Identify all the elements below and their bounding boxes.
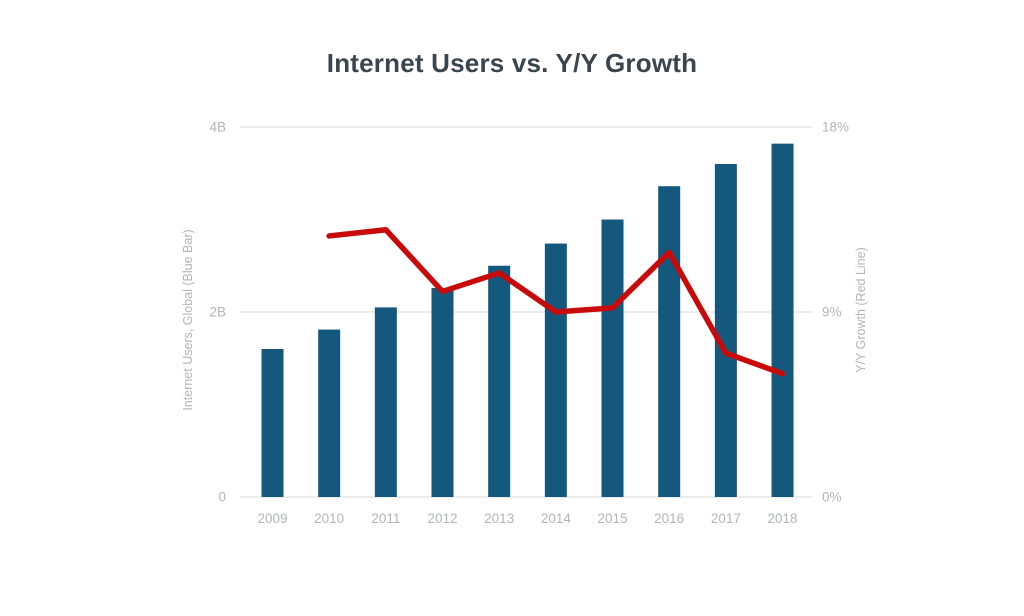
x-axis-label-2015: 2015	[597, 511, 627, 526]
bar-2010	[318, 329, 341, 497]
x-axis-label-2012: 2012	[427, 511, 457, 526]
x-axis-label-2018: 2018	[768, 511, 798, 526]
bar-2015	[601, 219, 624, 497]
x-axis-label-2014: 2014	[541, 511, 572, 526]
bar-2017	[714, 164, 737, 497]
bar-2016	[658, 186, 681, 497]
x-axis-label-2016: 2016	[654, 511, 684, 526]
x-axis-label-2011: 2011	[371, 511, 400, 526]
left-axis-tick-label: 0	[218, 490, 226, 505]
x-axis-label-2017: 2017	[711, 511, 741, 526]
growth-line	[326, 227, 786, 377]
left-axis-tick-label: 2B	[209, 305, 226, 320]
bar-2014	[544, 243, 567, 497]
right-axis-tick-label: 0%	[822, 490, 842, 505]
bar-2011	[374, 307, 397, 497]
right-axis-tick-label: 18%	[822, 120, 849, 135]
bar-2009	[261, 349, 284, 497]
x-axis-label-2010: 2010	[314, 511, 344, 526]
chart-title: Internet Users vs. Y/Y Growth	[326, 48, 698, 78]
bar-2018	[771, 143, 794, 497]
x-axis-label-2009: 2009	[257, 511, 287, 526]
right-axis-tick-label: 9%	[822, 305, 842, 320]
bar-2013	[488, 265, 511, 497]
bar-2012	[431, 287, 454, 497]
left-axis-tick-label: 4B	[209, 120, 226, 135]
x-axis-label-2013: 2013	[484, 511, 514, 526]
